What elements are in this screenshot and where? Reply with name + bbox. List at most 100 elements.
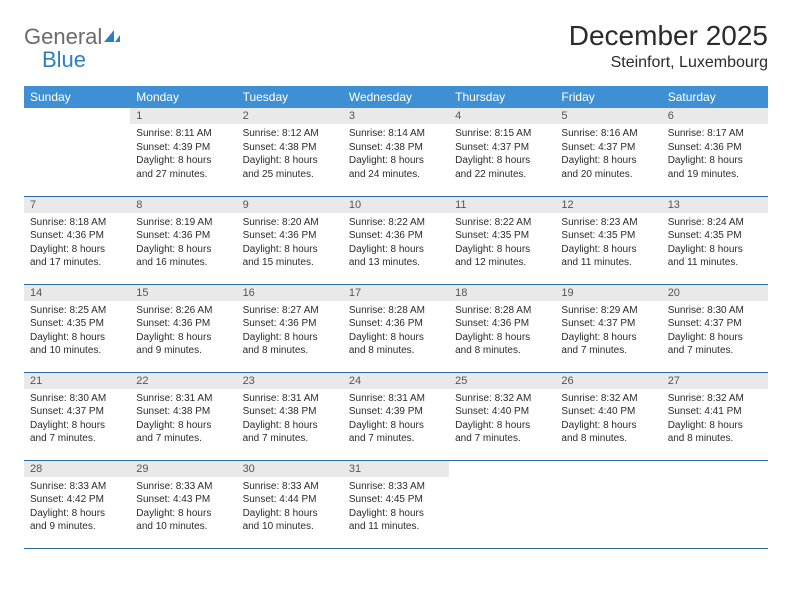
sunrise-line: Sunrise: 8:12 AM — [243, 127, 337, 141]
calendar-cell-5: 5Sunrise: 8:16 AMSunset: 4:37 PMDaylight… — [555, 108, 661, 196]
day-number: 3 — [343, 108, 449, 124]
sunset-line: Sunset: 4:36 PM — [136, 229, 230, 243]
calendar-cell-empty — [449, 460, 555, 548]
calendar-cell-22: 22Sunrise: 8:31 AMSunset: 4:38 PMDayligh… — [130, 372, 236, 460]
daylight-line: Daylight: 8 hours and 7 minutes. — [455, 419, 549, 446]
calendar-cell-4: 4Sunrise: 8:15 AMSunset: 4:37 PMDaylight… — [449, 108, 555, 196]
day-details: Sunrise: 8:17 AMSunset: 4:36 PMDaylight:… — [662, 124, 768, 185]
day-number: 9 — [237, 197, 343, 213]
daylight-line: Daylight: 8 hours and 10 minutes. — [30, 331, 124, 358]
sunrise-line: Sunrise: 8:20 AM — [243, 216, 337, 230]
day-details: Sunrise: 8:14 AMSunset: 4:38 PMDaylight:… — [343, 124, 449, 185]
day-number: 2 — [237, 108, 343, 124]
calendar-table: SundayMondayTuesdayWednesdayThursdayFrid… — [24, 86, 768, 549]
sunset-line: Sunset: 4:38 PM — [243, 405, 337, 419]
day-number: 16 — [237, 285, 343, 301]
sunset-line: Sunset: 4:37 PM — [668, 317, 762, 331]
day-number: 6 — [662, 108, 768, 124]
sunset-line: Sunset: 4:35 PM — [30, 317, 124, 331]
day-details: Sunrise: 8:31 AMSunset: 4:39 PMDaylight:… — [343, 389, 449, 450]
sunset-line: Sunset: 4:36 PM — [136, 317, 230, 331]
calendar-cell-14: 14Sunrise: 8:25 AMSunset: 4:35 PMDayligh… — [24, 284, 130, 372]
calendar-cell-21: 21Sunrise: 8:30 AMSunset: 4:37 PMDayligh… — [24, 372, 130, 460]
day-number: 19 — [555, 285, 661, 301]
calendar-cell-empty — [662, 460, 768, 548]
daylight-line: Daylight: 8 hours and 8 minutes. — [561, 419, 655, 446]
sunrise-line: Sunrise: 8:31 AM — [136, 392, 230, 406]
calendar-cell-empty — [555, 460, 661, 548]
sunrise-line: Sunrise: 8:32 AM — [455, 392, 549, 406]
sunset-line: Sunset: 4:37 PM — [561, 141, 655, 155]
day-number: 24 — [343, 373, 449, 389]
sunrise-line: Sunrise: 8:11 AM — [136, 127, 230, 141]
calendar-cell-1: 1Sunrise: 8:11 AMSunset: 4:39 PMDaylight… — [130, 108, 236, 196]
daylight-line: Daylight: 8 hours and 8 minutes. — [455, 331, 549, 358]
day-number: 22 — [130, 373, 236, 389]
title-block: December 2025 Steinfort, Luxembourg — [569, 20, 768, 72]
sunset-line: Sunset: 4:35 PM — [561, 229, 655, 243]
day-details: Sunrise: 8:32 AMSunset: 4:40 PMDaylight:… — [449, 389, 555, 450]
logo: General Blue — [24, 20, 122, 72]
sunrise-line: Sunrise: 8:28 AM — [349, 304, 443, 318]
daylight-line: Daylight: 8 hours and 7 minutes. — [668, 331, 762, 358]
logo-text-general: General — [24, 24, 102, 49]
day-header-sunday: Sunday — [24, 86, 130, 108]
daylight-line: Daylight: 8 hours and 27 minutes. — [136, 154, 230, 181]
day-number: 13 — [662, 197, 768, 213]
sunrise-line: Sunrise: 8:14 AM — [349, 127, 443, 141]
day-number: 10 — [343, 197, 449, 213]
day-number: 21 — [24, 373, 130, 389]
day-details: Sunrise: 8:22 AMSunset: 4:36 PMDaylight:… — [343, 213, 449, 274]
day-details: Sunrise: 8:32 AMSunset: 4:40 PMDaylight:… — [555, 389, 661, 450]
daylight-line: Daylight: 8 hours and 8 minutes. — [243, 331, 337, 358]
calendar-cell-25: 25Sunrise: 8:32 AMSunset: 4:40 PMDayligh… — [449, 372, 555, 460]
sunset-line: Sunset: 4:35 PM — [668, 229, 762, 243]
calendar-cell-23: 23Sunrise: 8:31 AMSunset: 4:38 PMDayligh… — [237, 372, 343, 460]
daylight-line: Daylight: 8 hours and 10 minutes. — [136, 507, 230, 534]
sunset-line: Sunset: 4:39 PM — [349, 405, 443, 419]
calendar-cell-7: 7Sunrise: 8:18 AMSunset: 4:36 PMDaylight… — [24, 196, 130, 284]
page-header: General Blue December 2025 Steinfort, Lu… — [24, 20, 768, 72]
day-details: Sunrise: 8:26 AMSunset: 4:36 PMDaylight:… — [130, 301, 236, 362]
day-number: 12 — [555, 197, 661, 213]
sunrise-line: Sunrise: 8:30 AM — [668, 304, 762, 318]
day-details: Sunrise: 8:19 AMSunset: 4:36 PMDaylight:… — [130, 213, 236, 274]
day-header-saturday: Saturday — [662, 86, 768, 108]
location: Steinfort, Luxembourg — [569, 54, 768, 72]
daylight-line: Daylight: 8 hours and 19 minutes. — [668, 154, 762, 181]
daylight-line: Daylight: 8 hours and 17 minutes. — [30, 243, 124, 270]
sunrise-line: Sunrise: 8:25 AM — [30, 304, 124, 318]
day-number: 5 — [555, 108, 661, 124]
sunrise-line: Sunrise: 8:30 AM — [30, 392, 124, 406]
calendar-cell-9: 9Sunrise: 8:20 AMSunset: 4:36 PMDaylight… — [237, 196, 343, 284]
day-number: 28 — [24, 461, 130, 477]
sunrise-line: Sunrise: 8:17 AM — [668, 127, 762, 141]
calendar-week-row: 14Sunrise: 8:25 AMSunset: 4:35 PMDayligh… — [24, 284, 768, 372]
daylight-line: Daylight: 8 hours and 12 minutes. — [455, 243, 549, 270]
day-details: Sunrise: 8:30 AMSunset: 4:37 PMDaylight:… — [24, 389, 130, 450]
calendar-week-row: 28Sunrise: 8:33 AMSunset: 4:42 PMDayligh… — [24, 460, 768, 548]
daylight-line: Daylight: 8 hours and 11 minutes. — [668, 243, 762, 270]
daylight-line: Daylight: 8 hours and 13 minutes. — [349, 243, 443, 270]
sunrise-line: Sunrise: 8:19 AM — [136, 216, 230, 230]
sunset-line: Sunset: 4:40 PM — [561, 405, 655, 419]
day-number: 23 — [237, 373, 343, 389]
calendar-cell-10: 10Sunrise: 8:22 AMSunset: 4:36 PMDayligh… — [343, 196, 449, 284]
day-details: Sunrise: 8:25 AMSunset: 4:35 PMDaylight:… — [24, 301, 130, 362]
day-header-tuesday: Tuesday — [237, 86, 343, 108]
sunset-line: Sunset: 4:36 PM — [30, 229, 124, 243]
calendar-cell-16: 16Sunrise: 8:27 AMSunset: 4:36 PMDayligh… — [237, 284, 343, 372]
daylight-line: Daylight: 8 hours and 8 minutes. — [668, 419, 762, 446]
daylight-line: Daylight: 8 hours and 7 minutes. — [561, 331, 655, 358]
day-number: 7 — [24, 197, 130, 213]
day-header-thursday: Thursday — [449, 86, 555, 108]
daylight-line: Daylight: 8 hours and 7 minutes. — [243, 419, 337, 446]
calendar-cell-18: 18Sunrise: 8:28 AMSunset: 4:36 PMDayligh… — [449, 284, 555, 372]
calendar-week-row: 1Sunrise: 8:11 AMSunset: 4:39 PMDaylight… — [24, 108, 768, 196]
day-number: 20 — [662, 285, 768, 301]
sunset-line: Sunset: 4:43 PM — [136, 493, 230, 507]
sunrise-line: Sunrise: 8:29 AM — [561, 304, 655, 318]
sunset-line: Sunset: 4:36 PM — [349, 229, 443, 243]
calendar-cell-17: 17Sunrise: 8:28 AMSunset: 4:36 PMDayligh… — [343, 284, 449, 372]
calendar-cell-11: 11Sunrise: 8:22 AMSunset: 4:35 PMDayligh… — [449, 196, 555, 284]
